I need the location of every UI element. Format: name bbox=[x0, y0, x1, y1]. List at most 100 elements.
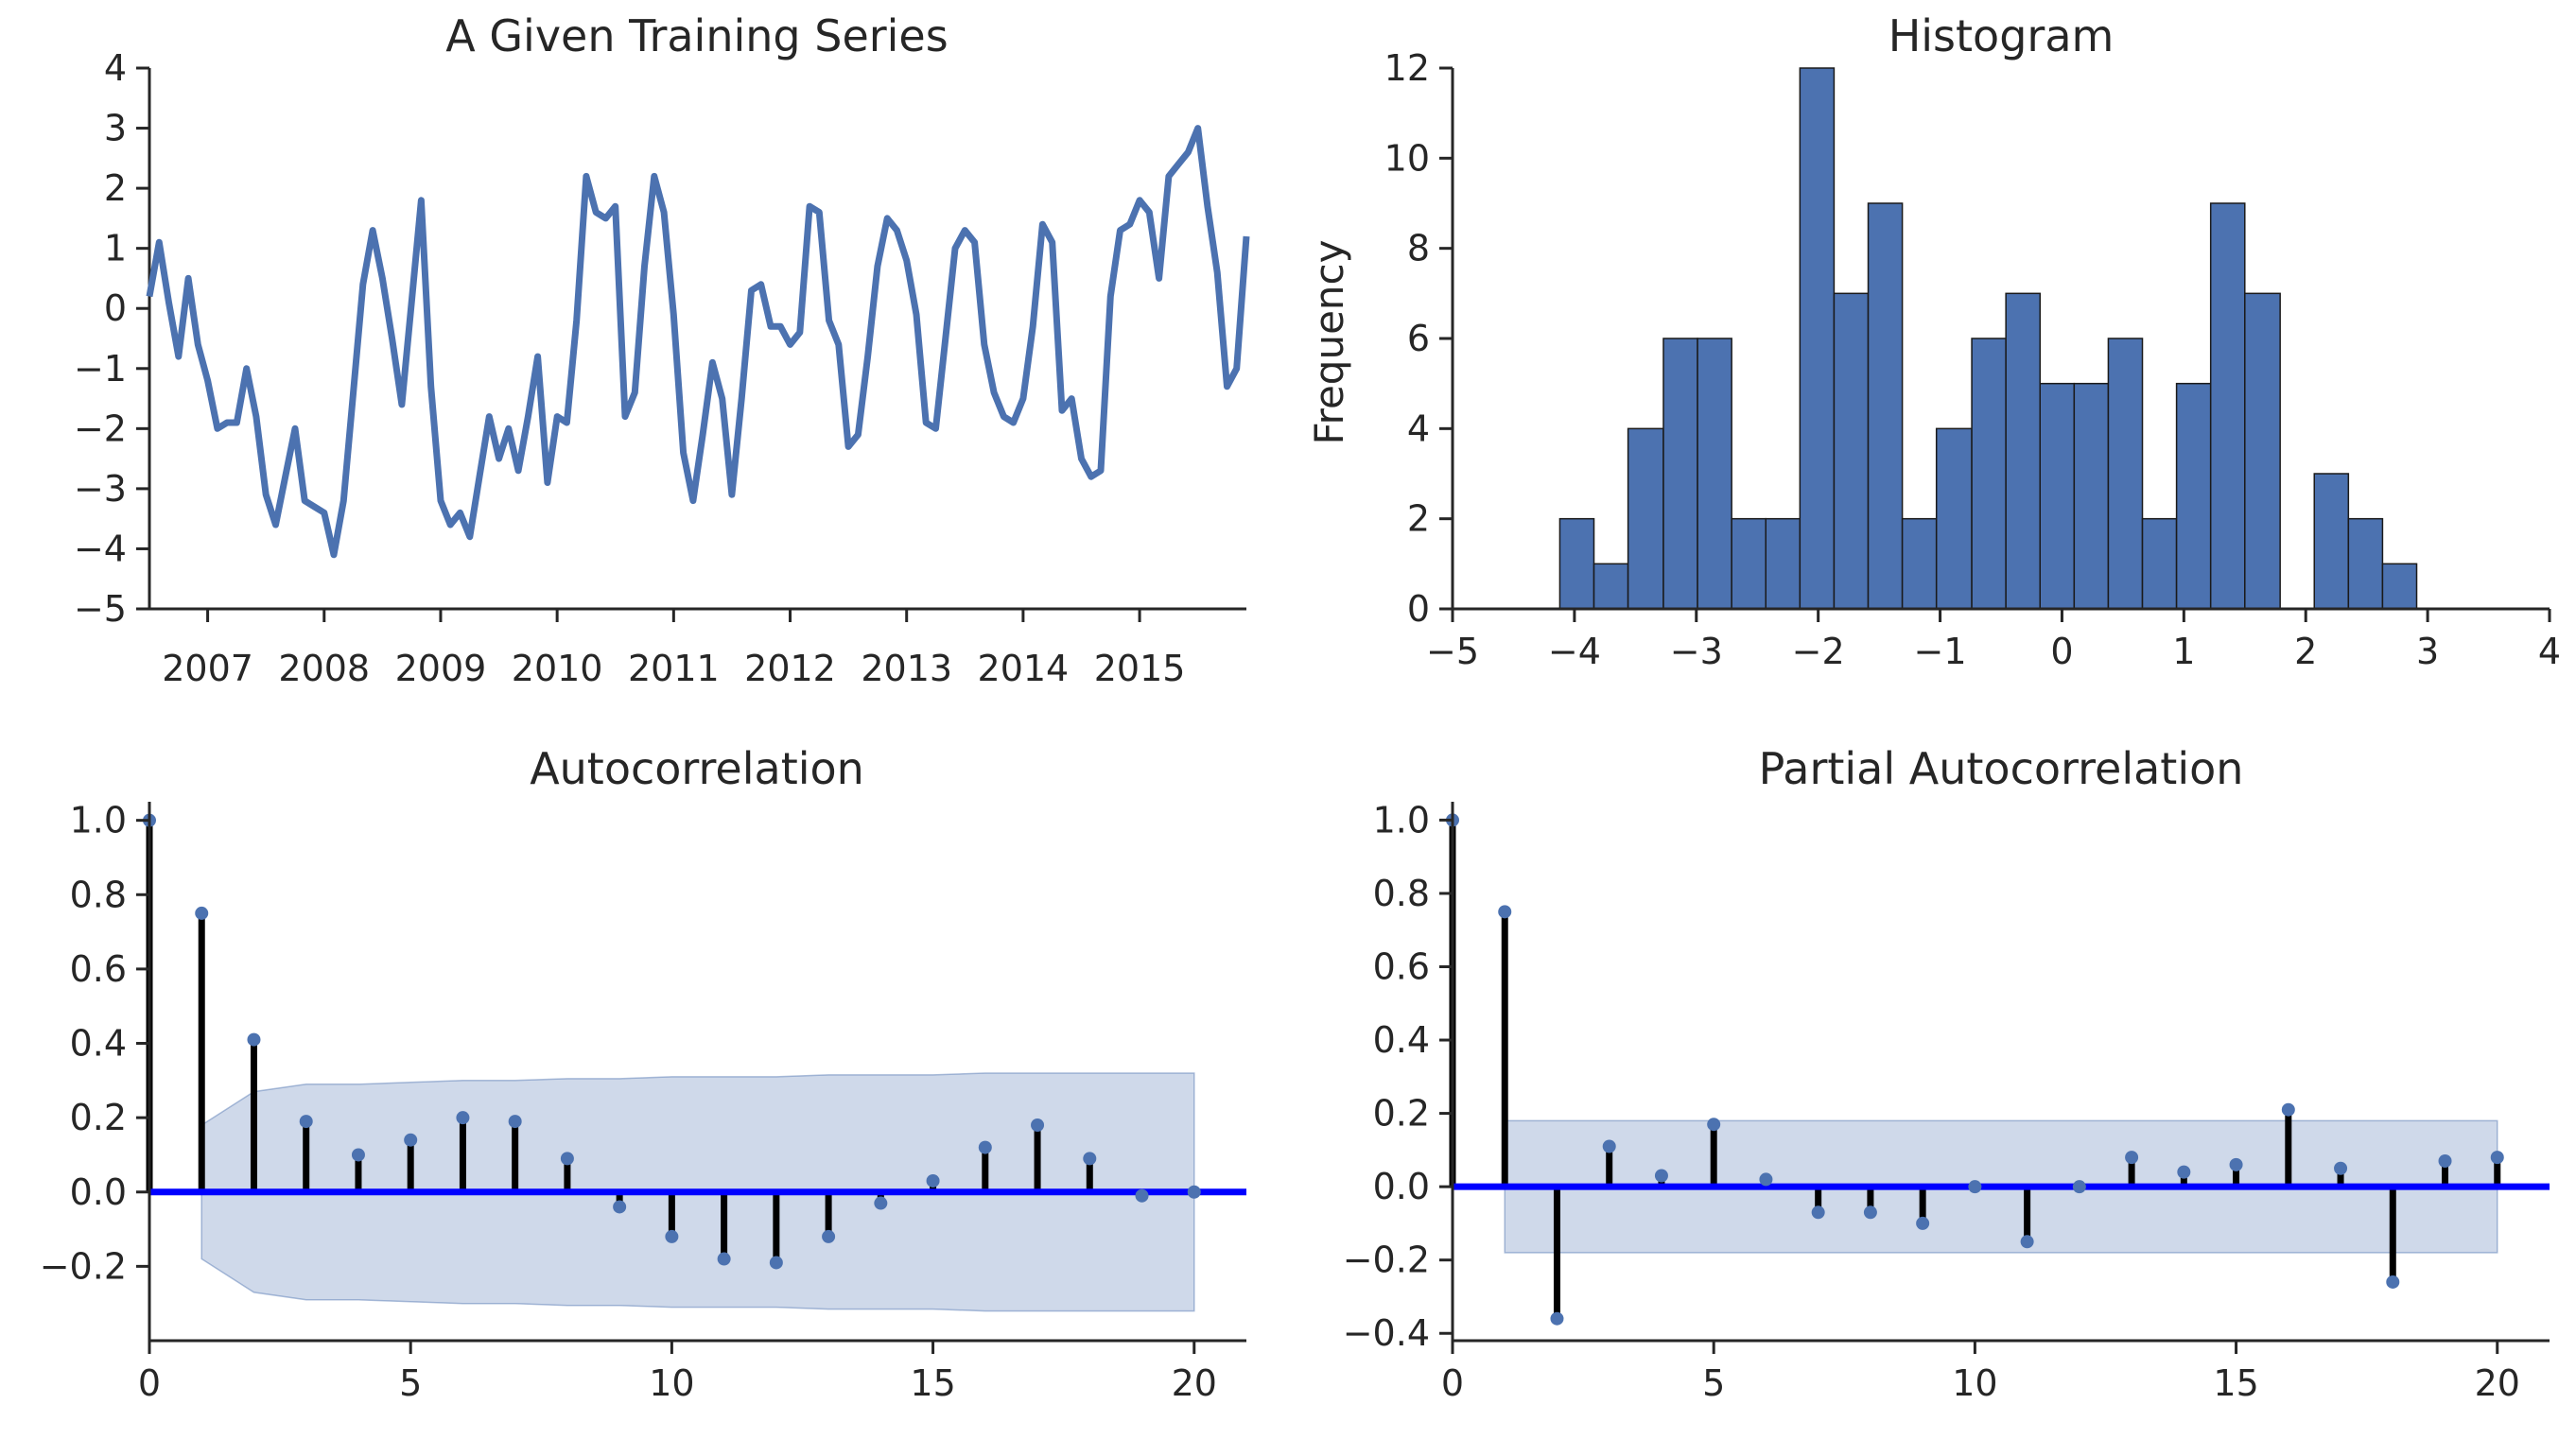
histogram-bar bbox=[1867, 202, 1904, 610]
lag-marker bbox=[2490, 1151, 2504, 1165]
lag-marker bbox=[1863, 1205, 1877, 1220]
histogram-title: Histogram bbox=[1888, 10, 2115, 61]
lag-marker bbox=[769, 1256, 783, 1270]
y-tick-label: 12 bbox=[1384, 47, 1430, 89]
lag-marker bbox=[2386, 1274, 2400, 1289]
y-tick-label: −4 bbox=[74, 528, 127, 569]
lag-marker bbox=[2334, 1161, 2348, 1175]
y-tick-label: 4 bbox=[1407, 407, 1430, 449]
histogram-bar bbox=[2073, 382, 2110, 610]
y-tick-label: 0.8 bbox=[1373, 873, 1430, 914]
histogram-bar bbox=[1662, 338, 1698, 610]
y-tick-label: 0 bbox=[104, 287, 127, 329]
y-tick-label: 3 bbox=[104, 108, 127, 149]
histogram-bar bbox=[1627, 427, 1664, 610]
y-tick-label: 4 bbox=[104, 47, 127, 89]
x-tick-label: −5 bbox=[1426, 631, 1479, 672]
histogram-bar bbox=[2175, 382, 2212, 610]
y-tick-label: −3 bbox=[74, 468, 127, 510]
lag-marker bbox=[1187, 1185, 1201, 1199]
lag-marker bbox=[1083, 1152, 1097, 1166]
partial-autocorrelation-panel: Partial Autocorrelation 1.0 0.8 0.6 0.4 0.2 0… bbox=[1343, 743, 2550, 1404]
histogram-bar bbox=[2313, 473, 2350, 610]
lag-marker bbox=[2281, 1102, 2295, 1117]
lag-marker bbox=[1654, 1169, 1668, 1183]
y-tick-label: 8 bbox=[1407, 228, 1430, 269]
y-tick-label: 0.6 bbox=[1373, 945, 1430, 987]
lag-marker bbox=[2177, 1165, 2191, 1179]
y-tick-label: 1.0 bbox=[70, 800, 127, 841]
histogram-bar bbox=[1833, 292, 1870, 610]
lag-marker bbox=[2072, 1180, 2086, 1194]
y-tick-label: 0.2 bbox=[1373, 1093, 1430, 1135]
x-tick-label: 2010 bbox=[512, 648, 603, 689]
x-tick-label: 20 bbox=[2475, 1362, 2520, 1404]
lag-marker bbox=[1968, 1180, 1982, 1194]
x-tick-label: 0 bbox=[2050, 631, 2073, 672]
lag-marker bbox=[456, 1111, 470, 1125]
lag-marker bbox=[508, 1115, 522, 1129]
x-tick-label: 10 bbox=[649, 1362, 694, 1404]
lag-marker bbox=[351, 1148, 365, 1162]
y-tick-label: −1 bbox=[74, 348, 127, 390]
histogram-bar bbox=[2039, 382, 2076, 610]
x-tick-label: −4 bbox=[1548, 631, 1601, 672]
histogram-bar bbox=[1558, 517, 1595, 610]
training-series-panel: A Given Training Series 4 3 2 1 0 −1 −2 −3 −4 −5 2… bbox=[74, 10, 1250, 689]
histogram-bar bbox=[1593, 563, 1629, 610]
y-tick-label: 1 bbox=[104, 228, 127, 269]
histogram-bar bbox=[1697, 338, 1732, 610]
x-tick-label: 2007 bbox=[162, 648, 253, 689]
lag-marker bbox=[1550, 1311, 1564, 1326]
y-tick-label: 1.0 bbox=[1373, 799, 1430, 841]
histogram-bar bbox=[1901, 517, 1938, 610]
y-tick-label: 0.0 bbox=[70, 1171, 127, 1213]
y-tick-label: 0.8 bbox=[70, 874, 127, 915]
y-tick-label: 0.0 bbox=[1373, 1166, 1430, 1207]
y-tick-label: −2 bbox=[74, 407, 127, 449]
x-tick-label: 1 bbox=[2172, 631, 2195, 672]
lag-marker bbox=[1916, 1216, 1930, 1230]
histogram-bar bbox=[1799, 67, 1836, 610]
x-tick-label: −2 bbox=[1792, 631, 1845, 672]
lag-marker bbox=[1811, 1205, 1825, 1220]
y-tick-label: 2 bbox=[1407, 498, 1430, 540]
x-tick-label: 0 bbox=[138, 1362, 161, 1404]
lag-marker bbox=[560, 1152, 574, 1166]
x-tick-label: 2009 bbox=[395, 648, 487, 689]
x-tick-label: −1 bbox=[1914, 631, 1967, 672]
lag-marker bbox=[1707, 1118, 1721, 1132]
lag-marker bbox=[717, 1252, 731, 1266]
x-tick-label: 2015 bbox=[1094, 648, 1186, 689]
lag-marker bbox=[926, 1173, 940, 1188]
x-tick-label: 5 bbox=[1702, 1362, 1725, 1404]
histogram-bar bbox=[1765, 517, 1801, 610]
x-tick-label: 2014 bbox=[978, 648, 1070, 689]
histogram-ylabel: Frequency bbox=[1306, 240, 1352, 445]
lag-marker bbox=[195, 906, 209, 920]
training-series-title: A Given Training Series bbox=[445, 10, 948, 61]
x-tick-label: 2 bbox=[2294, 631, 2317, 672]
lag-marker bbox=[1498, 905, 1512, 919]
histogram-bar bbox=[2209, 202, 2246, 610]
x-tick-label: 20 bbox=[1172, 1362, 1217, 1404]
x-tick-label: 3 bbox=[2416, 631, 2439, 672]
y-tick-label: 10 bbox=[1384, 137, 1430, 179]
x-tick-label: 2011 bbox=[628, 648, 720, 689]
x-tick-label: −3 bbox=[1670, 631, 1723, 672]
x-tick-label: 2013 bbox=[861, 648, 952, 689]
histogram-bar bbox=[2107, 338, 2144, 610]
series-line bbox=[146, 125, 1250, 559]
y-tick-label: 0.2 bbox=[70, 1097, 127, 1138]
autocorrelation-title: Autocorrelation bbox=[530, 743, 864, 794]
lag-marker bbox=[299, 1115, 313, 1129]
y-tick-label: 6 bbox=[1407, 318, 1430, 359]
partial-autocorrelation-title: Partial Autocorrelation bbox=[1759, 743, 2244, 794]
lag-marker bbox=[1602, 1139, 1616, 1153]
histogram-bar bbox=[1935, 427, 1973, 610]
lag-marker bbox=[2020, 1235, 2034, 1249]
lag-marker bbox=[404, 1133, 418, 1147]
histogram-bar bbox=[2005, 292, 2041, 610]
lag-marker bbox=[874, 1196, 888, 1210]
